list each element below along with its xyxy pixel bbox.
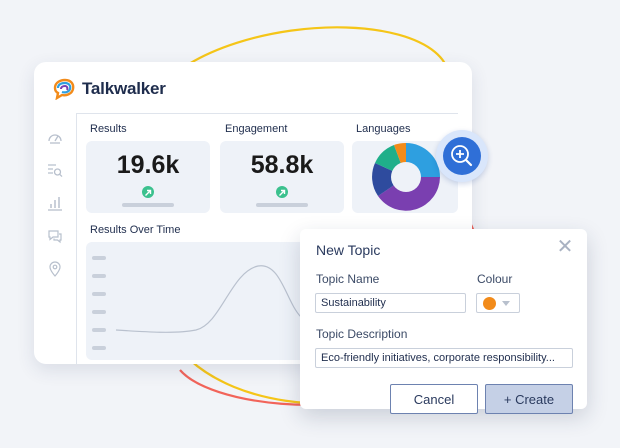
languages-title: Languages — [356, 123, 411, 135]
create-button[interactable]: + Create — [485, 384, 573, 414]
zoom-in-icon — [451, 145, 473, 167]
topic-description-label: Topic Description — [316, 327, 408, 341]
engagement-value: 58.8k — [250, 151, 314, 179]
y-tick-placeholder — [92, 292, 106, 296]
cancel-button[interactable]: Cancel — [390, 384, 478, 414]
arrow-up-right-icon — [276, 186, 288, 198]
chevron-down-icon — [502, 301, 510, 306]
bar-chart-icon[interactable] — [47, 195, 63, 211]
topic-description-input[interactable] — [315, 348, 573, 368]
colour-label: Colour — [477, 272, 513, 286]
location-pin-icon[interactable] — [47, 261, 63, 277]
new-topic-dialog: New Topic ✕ Topic Name Colour Topic Desc… — [300, 229, 587, 414]
y-tick-placeholder — [92, 346, 106, 350]
dialog-title: New Topic — [316, 242, 381, 258]
zoom-circle — [443, 137, 481, 175]
languages-card — [352, 141, 458, 213]
engagement-trend-bar — [256, 203, 308, 207]
topic-name-label: Topic Name — [316, 272, 380, 286]
talkwalker-logo-icon — [53, 78, 75, 100]
languages-donut — [372, 142, 440, 211]
speedometer-icon[interactable] — [47, 130, 63, 146]
chat-bubbles-icon[interactable] — [47, 228, 63, 244]
brand-name: Talkwalker — [82, 79, 166, 98]
search-list-icon[interactable] — [47, 162, 63, 178]
results-trend-bar — [122, 203, 174, 207]
y-tick-placeholder — [92, 328, 106, 332]
colour-dropdown[interactable] — [476, 293, 520, 313]
y-tick-placeholder — [92, 274, 106, 278]
arrow-up-right-icon — [142, 186, 154, 198]
topic-name-input[interactable] — [315, 293, 466, 313]
y-tick-placeholder — [92, 310, 106, 314]
results-card: 19.6k — [86, 141, 210, 213]
results-title: Results — [90, 123, 127, 135]
results-value: 19.6k — [116, 151, 180, 179]
colour-swatch — [483, 297, 496, 310]
brand-logo: Talkwalker — [52, 78, 166, 100]
y-tick-placeholder — [92, 256, 106, 260]
header-divider — [76, 113, 458, 114]
engagement-card: 58.8k — [220, 141, 344, 213]
sidebar-divider — [76, 113, 77, 364]
zoom-in-button[interactable] — [436, 130, 488, 182]
close-icon[interactable]: ✕ — [556, 236, 574, 258]
chart-title: Results Over Time — [90, 224, 181, 236]
engagement-title: Engagement — [225, 123, 288, 135]
